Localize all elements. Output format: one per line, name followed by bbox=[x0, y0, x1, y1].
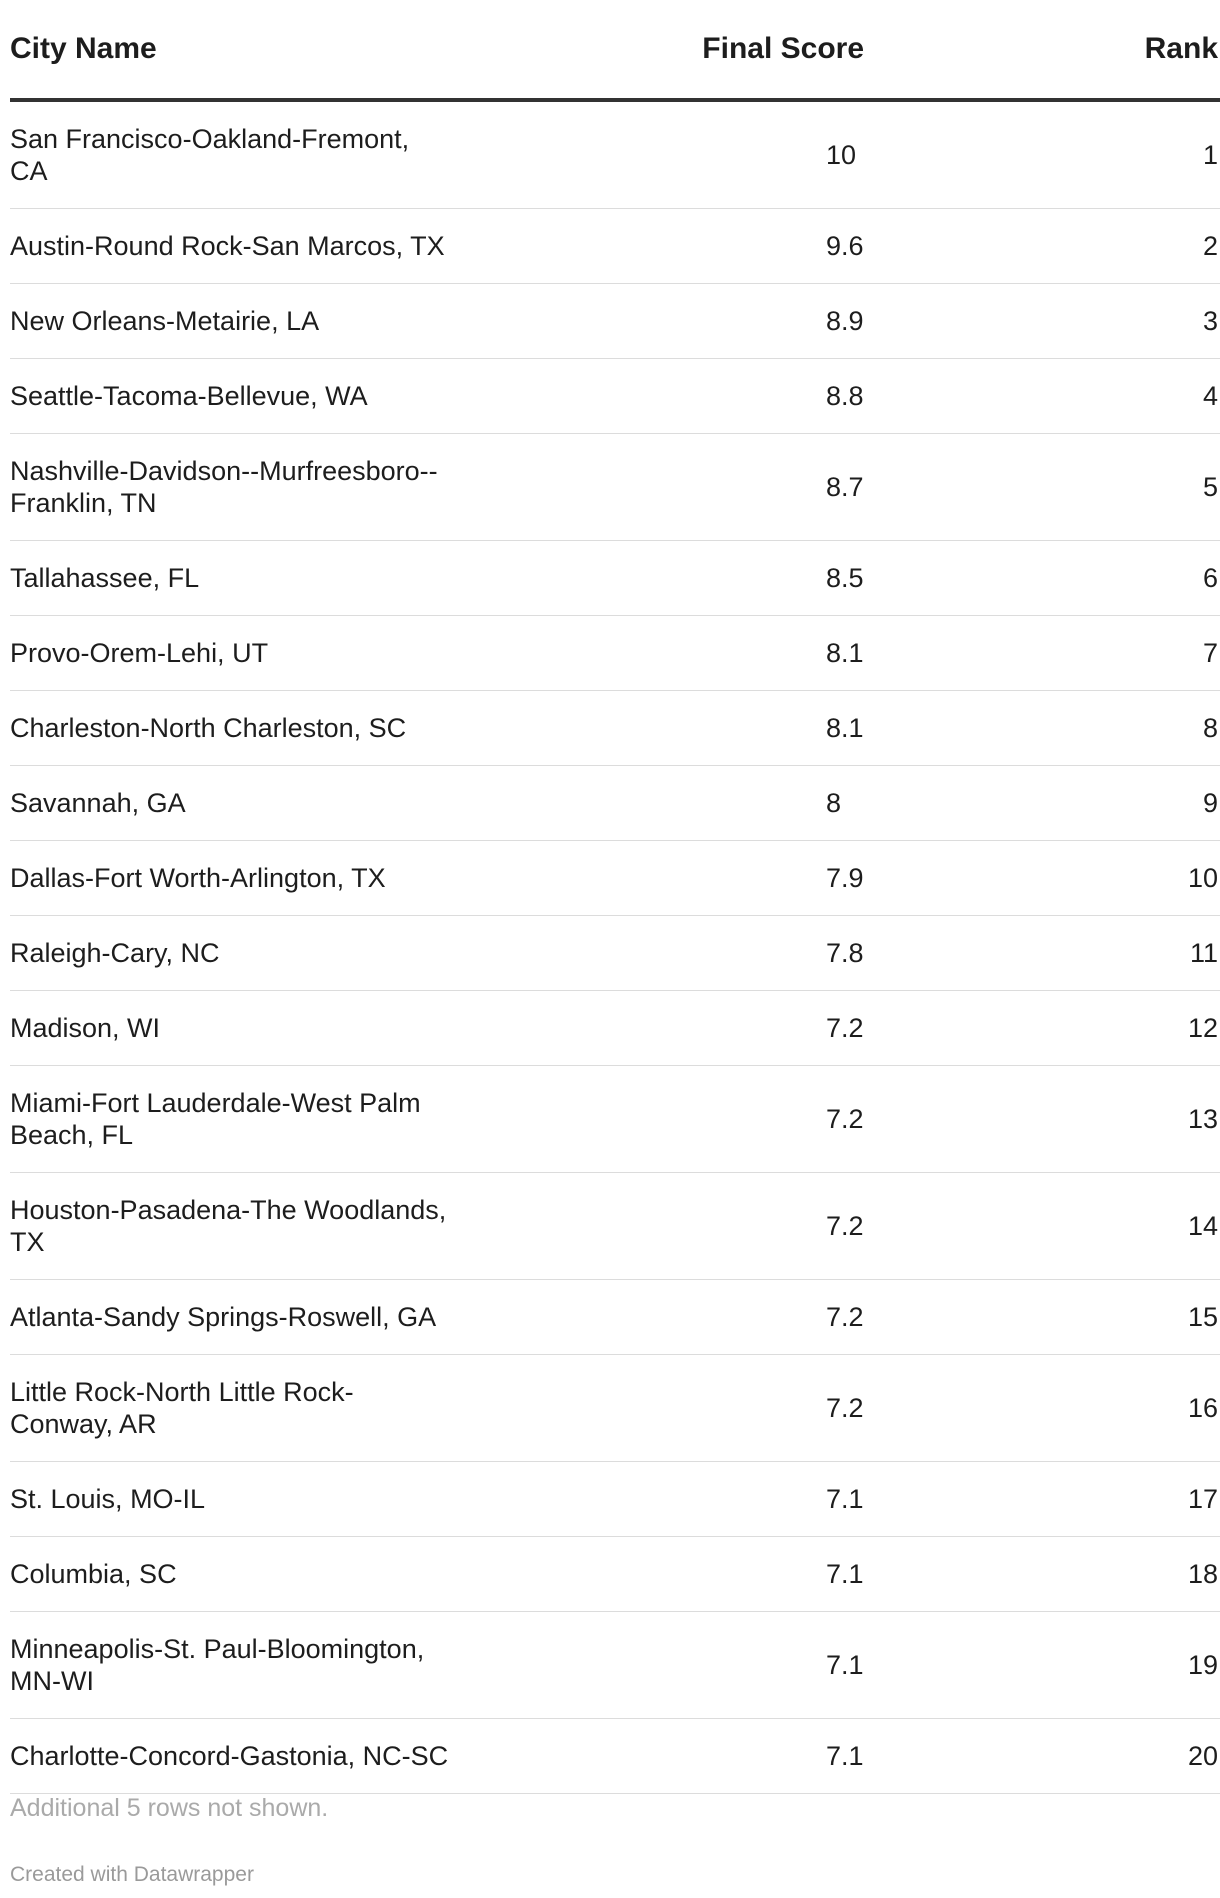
table-row: New Orleans-Metairie, LA 8.9 3 bbox=[10, 283, 1220, 359]
cell-city-name: New Orleans-Metairie, LA bbox=[10, 283, 470, 359]
cell-rank: 9 bbox=[870, 765, 1220, 841]
cell-city-name: Seattle-Tacoma-Bellevue, WA bbox=[10, 358, 470, 434]
cell-final-score: 7.1 bbox=[470, 1461, 870, 1537]
column-header-city-name[interactable]: City Name bbox=[10, 0, 470, 102]
cell-city-name: Madison, WI bbox=[10, 990, 470, 1066]
table-row: Raleigh-Cary, NC 7.8 11 bbox=[10, 915, 1220, 991]
table-row: Dallas-Fort Worth-Arlington, TX 7.9 10 bbox=[10, 840, 1220, 916]
table-header-row: City Name Final Score Rank bbox=[10, 0, 1220, 102]
table-row: Seattle-Tacoma-Bellevue, WA 8.8 4 bbox=[10, 358, 1220, 434]
cell-city-name: Minneapolis-St. Paul-Bloomington, MN-WI bbox=[10, 1611, 470, 1719]
cell-rank: 7 bbox=[870, 615, 1220, 691]
city-ranking-table: City Name Final Score Rank San Francisco… bbox=[10, 0, 1220, 1794]
cell-city-name: Charlotte-Concord-Gastonia, NC-SC bbox=[10, 1718, 470, 1794]
cell-city-name: Tallahassee, FL bbox=[10, 540, 470, 616]
cell-final-score: 10 bbox=[470, 100, 870, 209]
cell-final-score: 8.5 bbox=[470, 540, 870, 616]
cell-city-name: Little Rock-North Little Rock-Conway, AR bbox=[10, 1354, 470, 1462]
cell-rank: 1 bbox=[870, 100, 1220, 209]
cell-city-name: Dallas-Fort Worth-Arlington, TX bbox=[10, 840, 470, 916]
table-row: Charlotte-Concord-Gastonia, NC-SC 7.1 20 bbox=[10, 1718, 1220, 1794]
cell-final-score: 7.2 bbox=[470, 1354, 870, 1462]
table-row: Savannah, GA 8 9 bbox=[10, 765, 1220, 841]
cell-rank: 14 bbox=[870, 1172, 1220, 1280]
cell-city-name: Raleigh-Cary, NC bbox=[10, 915, 470, 991]
cell-final-score: 8.1 bbox=[470, 690, 870, 766]
cell-final-score: 8.1 bbox=[470, 615, 870, 691]
cell-city-name: Provo-Orem-Lehi, UT bbox=[10, 615, 470, 691]
cell-rank: 20 bbox=[870, 1718, 1220, 1794]
table-row: Madison, WI 7.2 12 bbox=[10, 990, 1220, 1066]
cell-city-name: Columbia, SC bbox=[10, 1536, 470, 1612]
cell-rank: 18 bbox=[870, 1536, 1220, 1612]
cell-final-score: 8 bbox=[470, 765, 870, 841]
cell-city-name: Savannah, GA bbox=[10, 765, 470, 841]
table-row: Tallahassee, FL 8.5 6 bbox=[10, 540, 1220, 616]
datawrapper-credit: Created with Datawrapper bbox=[10, 1863, 254, 1886]
table-row: San Francisco-Oakland-Fremont, CA 10 1 bbox=[10, 100, 1220, 209]
cell-rank: 13 bbox=[870, 1065, 1220, 1173]
cell-final-score: 7.2 bbox=[470, 1172, 870, 1280]
cell-city-name: San Francisco-Oakland-Fremont, CA bbox=[10, 100, 470, 209]
cell-city-name: St. Louis, MO-IL bbox=[10, 1461, 470, 1537]
cell-final-score: 7.9 bbox=[470, 840, 870, 916]
cell-final-score: 7.1 bbox=[470, 1611, 870, 1719]
table-row: St. Louis, MO-IL 7.1 17 bbox=[10, 1461, 1220, 1537]
table-row: Little Rock-North Little Rock-Conway, AR… bbox=[10, 1354, 1220, 1462]
cell-final-score: 7.2 bbox=[470, 1065, 870, 1173]
cell-city-name: Houston-Pasadena-The Woodlands, TX bbox=[10, 1172, 470, 1280]
cell-rank: 15 bbox=[870, 1279, 1220, 1355]
cell-final-score: 7.1 bbox=[470, 1718, 870, 1794]
cell-final-score: 8.7 bbox=[470, 433, 870, 541]
table-row: Provo-Orem-Lehi, UT 8.1 7 bbox=[10, 615, 1220, 691]
table-row: Minneapolis-St. Paul-Bloomington, MN-WI 7… bbox=[10, 1611, 1220, 1719]
cell-rank: 8 bbox=[870, 690, 1220, 766]
cell-city-name: Nashville-Davidson--Murfreesboro--Frankl… bbox=[10, 433, 470, 541]
cell-rank: 6 bbox=[870, 540, 1220, 616]
table-row: Atlanta-Sandy Springs-Roswell, GA 7.2 15 bbox=[10, 1279, 1220, 1355]
cell-final-score: 7.2 bbox=[470, 990, 870, 1066]
table-row: Houston-Pasadena-The Woodlands, TX 7.2 14 bbox=[10, 1172, 1220, 1280]
cell-final-score: 7.2 bbox=[470, 1279, 870, 1355]
cell-rank: 12 bbox=[870, 990, 1220, 1066]
cell-rank: 4 bbox=[870, 358, 1220, 434]
cell-rank: 19 bbox=[870, 1611, 1220, 1719]
cell-rank: 11 bbox=[870, 915, 1220, 991]
cell-rank: 5 bbox=[870, 433, 1220, 541]
cell-rank: 3 bbox=[870, 283, 1220, 359]
table-row: Columbia, SC 7.1 18 bbox=[10, 1536, 1220, 1612]
rows-not-shown-note: Additional 5 rows not shown. bbox=[10, 1794, 329, 1822]
cell-city-name: Miami-Fort Lauderdale-West Palm Beach, F… bbox=[10, 1065, 470, 1173]
cell-rank: 16 bbox=[870, 1354, 1220, 1462]
cell-final-score: 8.9 bbox=[470, 283, 870, 359]
table-row: Miami-Fort Lauderdale-West Palm Beach, F… bbox=[10, 1065, 1220, 1173]
table-row: Charleston-North Charleston, SC 8.1 8 bbox=[10, 690, 1220, 766]
cell-final-score: 7.8 bbox=[470, 915, 870, 991]
table-row: Nashville-Davidson--Murfreesboro--Frankl… bbox=[10, 433, 1220, 541]
cell-final-score: 8.8 bbox=[470, 358, 870, 434]
cell-city-name: Austin-Round Rock-San Marcos, TX bbox=[10, 208, 470, 284]
cell-city-name: Charleston-North Charleston, SC bbox=[10, 690, 470, 766]
cell-city-name: Atlanta-Sandy Springs-Roswell, GA bbox=[10, 1279, 470, 1355]
table-row: Austin-Round Rock-San Marcos, TX 9.6 2 bbox=[10, 208, 1220, 284]
cell-final-score: 7.1 bbox=[470, 1536, 870, 1612]
cell-rank: 2 bbox=[870, 208, 1220, 284]
data-table-container: City Name Final Score Rank San Francisco… bbox=[10, 0, 1220, 1794]
cell-final-score: 9.6 bbox=[470, 208, 870, 284]
cell-rank: 17 bbox=[870, 1461, 1220, 1537]
column-header-rank[interactable]: Rank bbox=[870, 0, 1220, 102]
cell-rank: 10 bbox=[870, 840, 1220, 916]
column-header-final-score[interactable]: Final Score bbox=[470, 0, 870, 102]
table-body: San Francisco-Oakland-Fremont, CA 10 1 Aust… bbox=[10, 100, 1220, 1794]
